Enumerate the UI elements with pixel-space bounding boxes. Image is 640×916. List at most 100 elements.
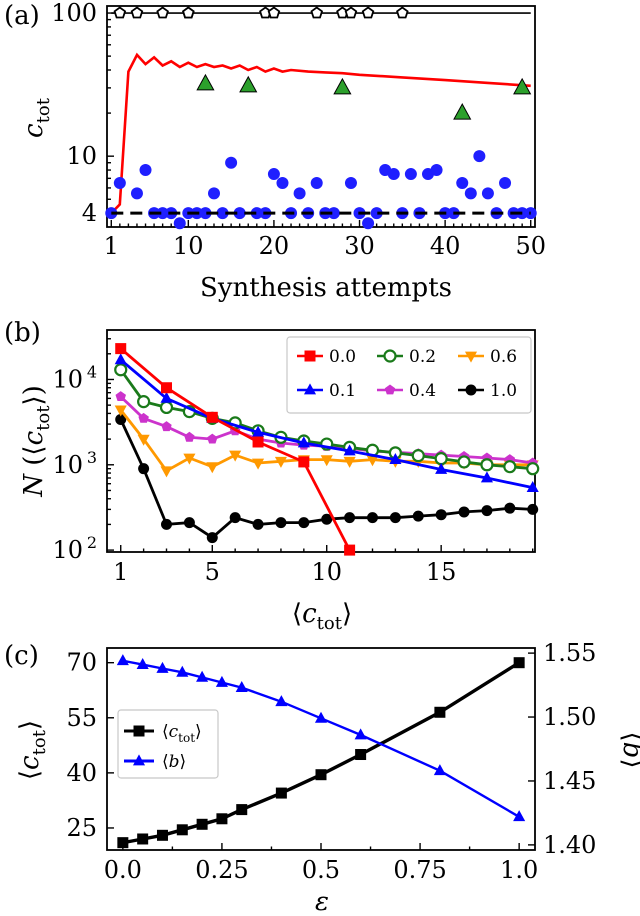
legend-label: ⟨ctot⟩ xyxy=(162,722,202,745)
point-circle xyxy=(430,164,443,177)
panel-c-legend: ⟨ctot⟩ ⟨b ⟩ xyxy=(117,709,219,779)
legend-label: 1.0 xyxy=(490,381,517,401)
legend-marker xyxy=(384,384,396,395)
x-tick-label: 0.5 xyxy=(302,856,340,884)
point-1.0 xyxy=(275,517,287,529)
point-circle xyxy=(216,207,229,220)
point-circle xyxy=(524,207,537,220)
point-left xyxy=(513,657,525,669)
point-pentagon xyxy=(156,6,169,19)
y-tick-label: 4 xyxy=(82,199,97,227)
point-pentagon xyxy=(344,6,358,19)
legend-label: 0.1 xyxy=(329,381,356,401)
legend-bracket: ⟨ xyxy=(162,752,169,772)
x-tick-label: 0.75 xyxy=(393,856,446,884)
legend-label: 0.4 xyxy=(409,381,436,401)
point-0.6 xyxy=(114,405,127,417)
point-circle xyxy=(267,168,280,181)
point-left xyxy=(355,749,367,761)
point-right xyxy=(215,675,228,687)
point-pentagon xyxy=(130,6,144,19)
point-left xyxy=(137,833,149,845)
point-1.0 xyxy=(412,510,424,522)
point-circle xyxy=(105,207,118,220)
point-0.4 xyxy=(184,431,195,442)
point-triangle xyxy=(453,103,472,120)
point-0.6 xyxy=(274,456,287,468)
point-right xyxy=(196,670,209,682)
panel-b-label: (b) xyxy=(4,318,41,348)
panel-b-xlabel-close: ⟩ xyxy=(342,599,352,629)
legend-label: 0.0 xyxy=(329,347,356,367)
legend-label: 0.6 xyxy=(490,347,517,367)
point-left xyxy=(117,837,129,849)
series-line-0.0 xyxy=(119,347,351,551)
legend-bracket: ⟩ xyxy=(195,722,202,742)
y-tick-exponent: 4 xyxy=(87,362,97,381)
point-left xyxy=(156,829,168,841)
point-circle xyxy=(327,207,340,220)
point-1.0 xyxy=(183,517,195,529)
point-0.6 xyxy=(183,453,196,465)
point-pentagon xyxy=(267,6,281,19)
panel-a-label: (a) xyxy=(4,1,40,31)
panel-b-xlabel: ⟨ctot⟩ xyxy=(292,599,352,634)
point-0.0 xyxy=(115,343,127,355)
x-tick-label: 10 xyxy=(173,232,204,260)
point-left xyxy=(216,813,228,825)
point-0.1 xyxy=(252,425,265,437)
point-circle xyxy=(464,187,477,200)
x-tick-label: 20 xyxy=(259,232,290,260)
y-tick-label: 10 xyxy=(52,365,83,393)
point-triangle xyxy=(513,77,532,95)
point-triangle xyxy=(196,73,215,91)
panel-a-frame xyxy=(106,5,536,228)
y-left-tick-label: 70 xyxy=(66,649,97,677)
point-1.0 xyxy=(366,512,378,524)
point-1.0 xyxy=(504,502,516,514)
point-1.0 xyxy=(344,512,356,524)
point-0.0 xyxy=(252,436,264,448)
panel-b-frame xyxy=(106,329,536,553)
point-circle xyxy=(276,176,289,189)
point-0.1 xyxy=(160,391,173,403)
point-1.0 xyxy=(481,505,493,517)
point-0.2 xyxy=(137,395,151,409)
y-tick-exponent: 2 xyxy=(87,533,97,552)
point-0.0 xyxy=(344,544,356,556)
point-1.0 xyxy=(435,509,447,521)
x-tick-label: 30 xyxy=(344,232,375,260)
y-tick-exponent: 3 xyxy=(87,448,97,467)
panel-b-ylabel-close: ⟩) xyxy=(19,385,49,405)
point-circle xyxy=(387,168,400,181)
panel-b-ylabel-main: N xyxy=(19,473,49,498)
panel-c-series xyxy=(116,654,526,849)
y-left-tick-label: 25 xyxy=(66,814,97,842)
point-circle xyxy=(173,217,186,230)
y-right-tick-label: 1.45 xyxy=(543,767,596,795)
x-tick-label: 50 xyxy=(515,232,546,260)
point-0.6 xyxy=(343,456,356,468)
point-left xyxy=(275,787,287,799)
panel-a-ticks: 1 10 20 30 40 50 4 10 100 xyxy=(51,0,546,260)
point-pentagon xyxy=(396,6,409,19)
point-1.0 xyxy=(229,512,241,524)
point-0.2 xyxy=(480,458,494,472)
point-pentagon xyxy=(113,6,127,19)
x-tick-label: 0.0 xyxy=(104,856,142,884)
point-circle xyxy=(310,176,323,189)
y-tick-label: 10 xyxy=(52,451,83,479)
panel-c-ylabel-right: ⟨b⟩ xyxy=(617,732,640,769)
panel-b-legend: 0.0 0.1 0.2 0.4 0.6 1.0 xyxy=(286,336,532,414)
y-left-tick-label: 55 xyxy=(66,704,97,732)
y-tick-label: 100 xyxy=(51,0,97,27)
legend-symbol: b xyxy=(169,752,180,772)
point-circle xyxy=(456,176,469,189)
point-1.0 xyxy=(115,413,127,425)
point-circle xyxy=(208,187,220,200)
panel-c-ticks: 0.0 0.25 0.5 0.75 1.0 25 40 55 70 1.40 1.45 1.50 1.5… xyxy=(66,639,596,884)
legend-marker xyxy=(304,350,316,362)
x-tick-label: 5 xyxy=(205,558,220,586)
point-left xyxy=(196,818,208,830)
